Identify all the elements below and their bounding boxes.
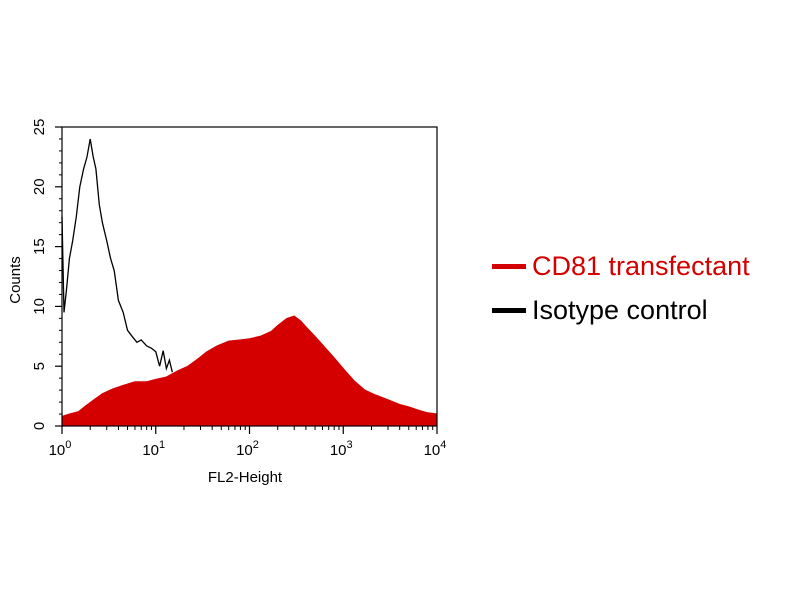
x-tick-label: 102 xyxy=(236,439,259,459)
x-axis: 100 101 102 103 104 xyxy=(49,426,447,459)
legend-swatch-isotype xyxy=(492,307,526,313)
x-tick-label: 104 xyxy=(424,439,447,459)
legend: CD81 transfectant Isotype control xyxy=(492,246,750,334)
y-axis-label: Counts xyxy=(7,256,24,304)
x-tick-label: 103 xyxy=(330,439,353,459)
y-axis: 0 5 10 15 20 25 xyxy=(31,119,62,430)
y-tick-label: 15 xyxy=(31,238,48,255)
plot-marks xyxy=(61,138,438,427)
x-tick-label: 100 xyxy=(49,439,72,459)
legend-swatch-cd81 xyxy=(492,263,526,269)
x-tick-label: 101 xyxy=(142,439,165,459)
x-axis-label: FL2-Height xyxy=(208,469,283,486)
series-isotype-control-line xyxy=(61,138,173,373)
y-tick-label: 5 xyxy=(31,362,48,370)
legend-item-cd81: CD81 transfectant xyxy=(492,246,750,286)
legend-label-isotype: Isotype control xyxy=(532,294,708,325)
legend-label-cd81: CD81 transfectant xyxy=(532,250,750,281)
legend-item-isotype: Isotype control xyxy=(492,290,750,330)
y-tick-label: 25 xyxy=(31,119,48,136)
series-cd81-transfectant-area xyxy=(61,315,438,427)
y-tick-label: 10 xyxy=(31,298,48,315)
y-tick-label: 0 xyxy=(31,422,48,430)
y-tick-label: 20 xyxy=(31,178,48,195)
